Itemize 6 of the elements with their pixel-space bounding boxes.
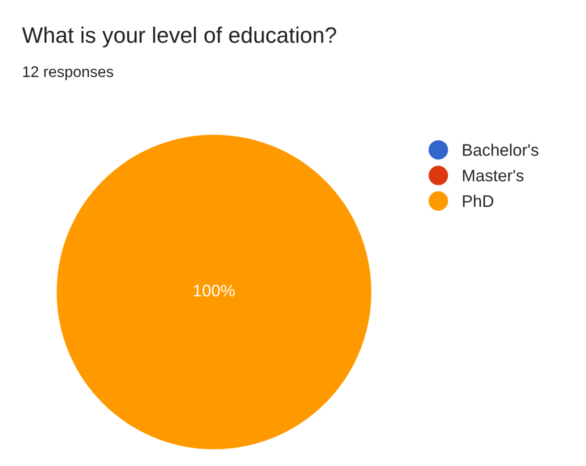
chart-subtitle: 12 responses — [23, 66, 114, 80]
data-label: 100% — [194, 284, 235, 296]
legend-label: Master's — [463, 170, 524, 182]
chart-title: What is your level of education? — [22, 26, 336, 48]
legend-label: Bachelor's — [463, 144, 538, 156]
legend-label: PhD — [463, 194, 494, 207]
